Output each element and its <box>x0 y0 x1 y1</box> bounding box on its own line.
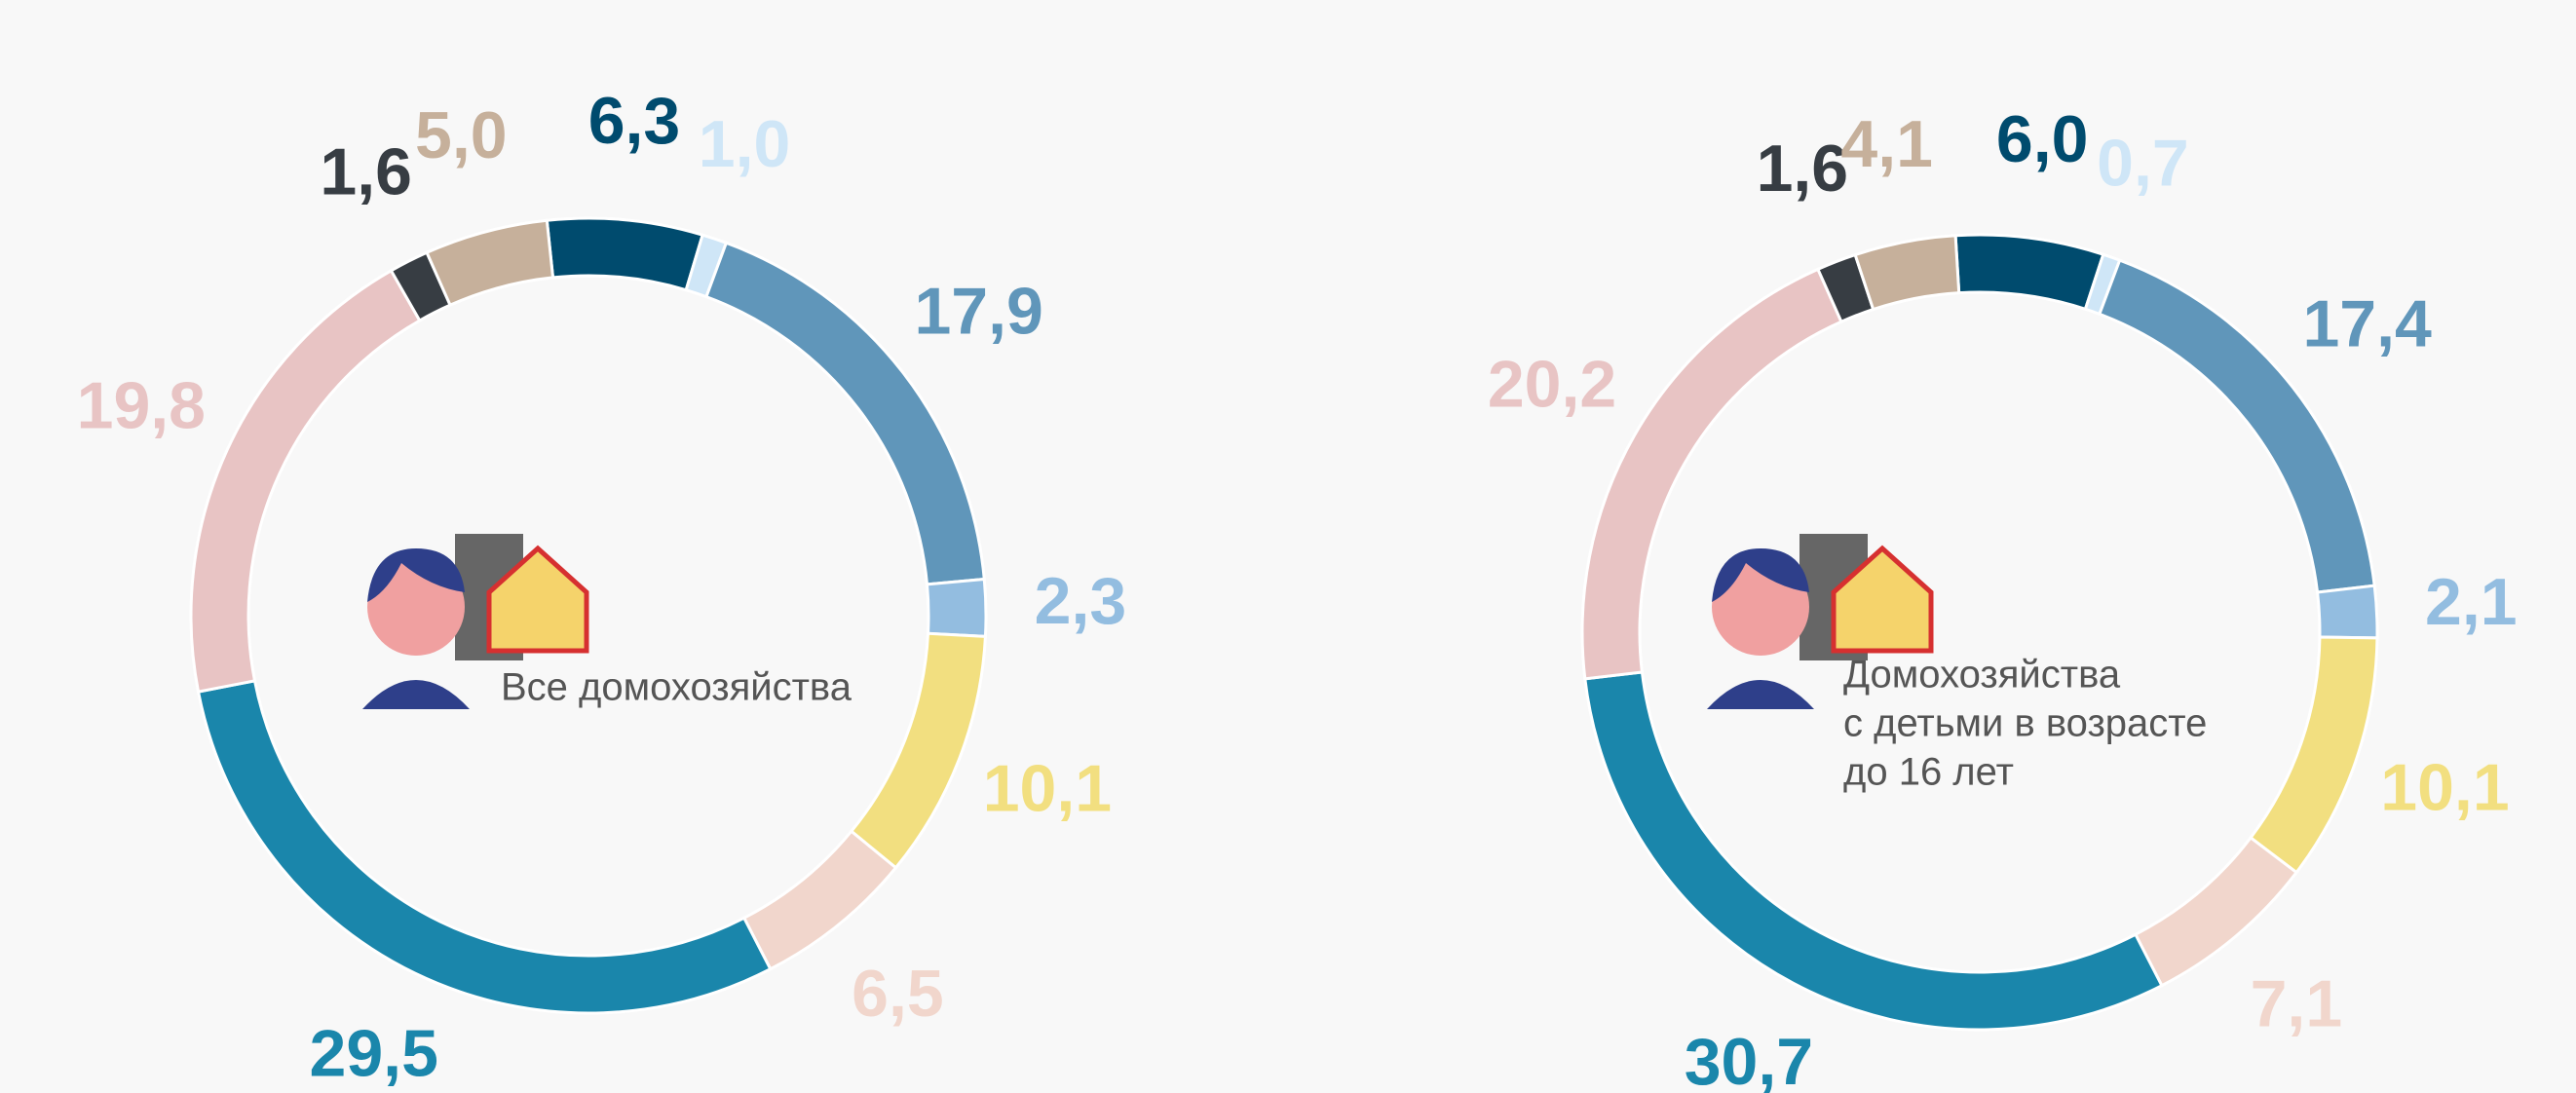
center-text: Домохозяйства <box>1843 654 2121 697</box>
donut-segment <box>2136 838 2296 986</box>
donut-segment <box>427 220 552 305</box>
value-label: 1,6 <box>1757 132 1849 206</box>
value-label: 30,7 <box>1685 1025 1813 1093</box>
center-text: Все домохозяйства <box>501 666 852 709</box>
page: 6,31,017,92,310,16,529,519,81,65,0Все до… <box>0 0 2576 1093</box>
value-label: 6,0 <box>1996 102 2089 176</box>
value-label: 6,3 <box>588 84 681 158</box>
value-label: 10,1 <box>983 751 1112 825</box>
donut-segment <box>2318 585 2377 638</box>
donut-segment <box>928 579 986 636</box>
value-label: 4,1 <box>1840 107 1933 181</box>
value-label: 1,6 <box>320 135 412 209</box>
value-label: 2,1 <box>2425 565 2518 639</box>
value-label: 0,7 <box>2097 127 2189 201</box>
value-label: 29,5 <box>310 1016 438 1090</box>
donut-segment <box>199 681 771 1013</box>
value-label: 2,3 <box>1035 564 1127 638</box>
value-label: 7,1 <box>2251 967 2343 1041</box>
value-label: 6,5 <box>852 957 944 1031</box>
value-label: 5,0 <box>415 98 508 172</box>
donut-segment <box>1955 235 2103 309</box>
value-label: 1,0 <box>699 107 791 181</box>
value-label: 17,4 <box>2302 287 2432 361</box>
donut-segment <box>852 633 986 867</box>
center-text: до 16 лет <box>1843 751 2014 794</box>
chart: 6,31,017,92,310,16,529,519,81,65,0Все до… <box>0 0 2576 1093</box>
value-label: 10,1 <box>2380 750 2509 824</box>
value-label: 17,9 <box>914 275 1042 349</box>
donut-segment <box>547 218 702 290</box>
center-text: с детьми в возрасте <box>1843 702 2207 745</box>
value-label: 19,8 <box>77 369 206 443</box>
donut-segment <box>744 831 896 968</box>
value-label: 20,2 <box>1488 347 1616 421</box>
donut-segment <box>2251 637 2377 873</box>
donut-segment <box>1855 236 1959 310</box>
